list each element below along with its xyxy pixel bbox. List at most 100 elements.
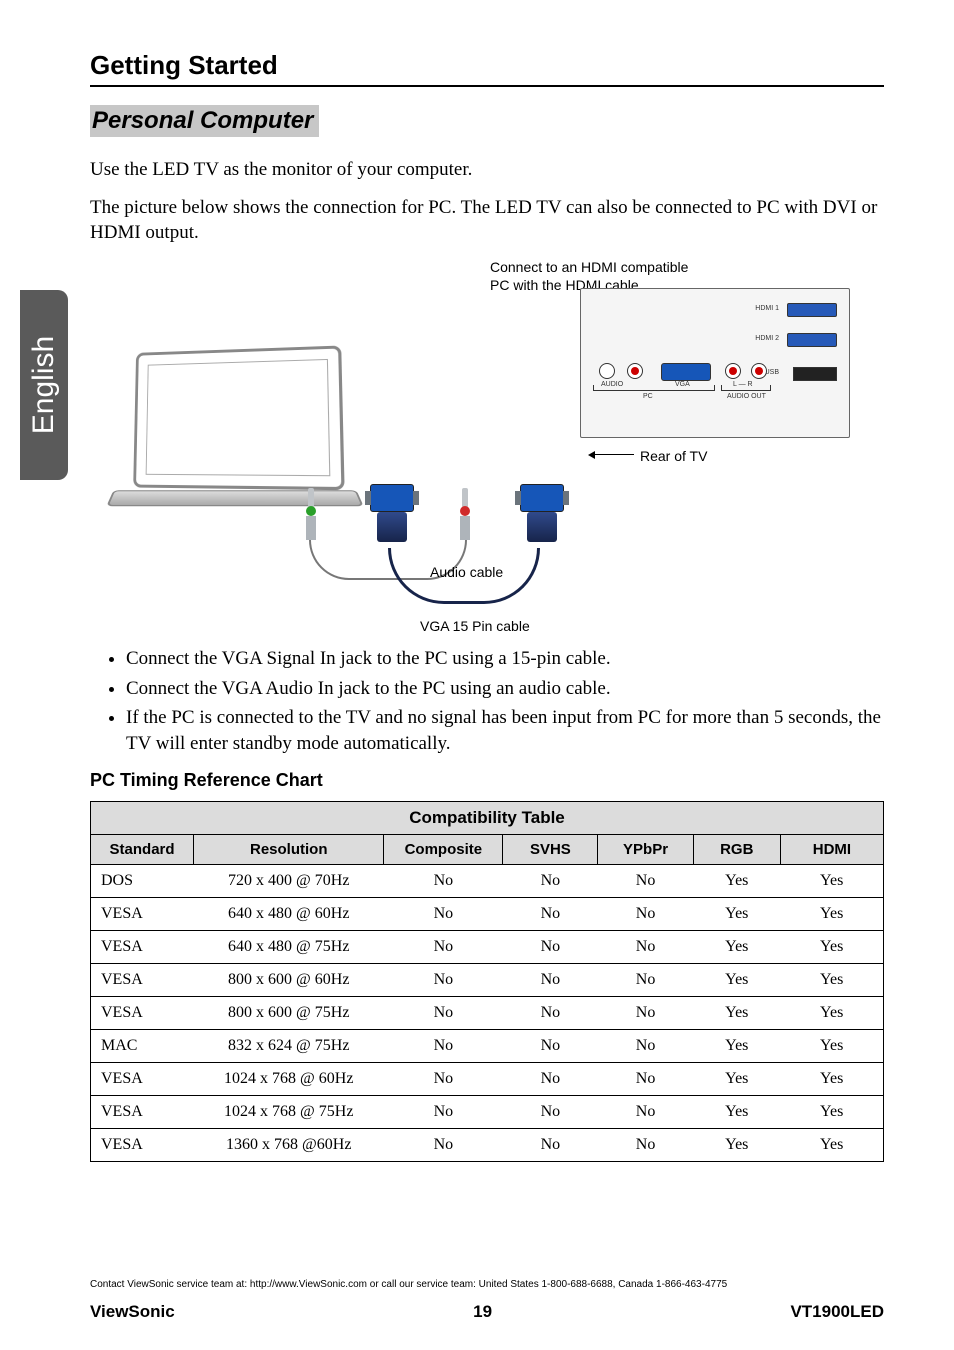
table-cell: No bbox=[384, 997, 503, 1030]
vga-connector-tv-icon bbox=[520, 484, 564, 544]
table-row: MAC832 x 624 @ 75HzNoNoNoYesYes bbox=[91, 1030, 884, 1063]
table-cell: Yes bbox=[780, 1030, 883, 1063]
table-cell: 640 x 480 @ 75Hz bbox=[194, 931, 384, 964]
hdmi1-label: HDMI 1 bbox=[755, 305, 779, 312]
table-cell: Yes bbox=[780, 997, 883, 1030]
table-cell: Yes bbox=[780, 898, 883, 931]
audio-out-r-icon bbox=[751, 363, 767, 379]
timing-chart-heading: PC Timing Reference Chart bbox=[90, 770, 884, 791]
hdmi2-label: HDMI 2 bbox=[755, 335, 779, 342]
intro-paragraph-2: The picture below shows the connection f… bbox=[90, 195, 884, 246]
table-cell: No bbox=[384, 865, 503, 898]
subsection-heading-wrap: Personal Computer bbox=[90, 105, 319, 137]
rear-arrow bbox=[590, 454, 634, 455]
audio-plug-tv-icon bbox=[460, 488, 470, 538]
table-cell: No bbox=[598, 1129, 693, 1162]
table-cell: No bbox=[598, 865, 693, 898]
table-cell: No bbox=[384, 898, 503, 931]
table-cell: Yes bbox=[780, 865, 883, 898]
table-cell: No bbox=[503, 1096, 598, 1129]
hdmi2-port-icon bbox=[787, 333, 837, 347]
table-cell: VESA bbox=[91, 997, 194, 1030]
table-cell: No bbox=[598, 1063, 693, 1096]
table-row: VESA640 x 480 @ 75HzNoNoNoYesYes bbox=[91, 931, 884, 964]
table-header: Resolution bbox=[194, 835, 384, 865]
table-row: VESA800 x 600 @ 60HzNoNoNoYesYes bbox=[91, 964, 884, 997]
table-cell: No bbox=[598, 898, 693, 931]
table-cell: No bbox=[598, 1030, 693, 1063]
audioout-bracket bbox=[721, 385, 771, 391]
table-cell: 1360 x 768 @60Hz bbox=[194, 1129, 384, 1162]
table-cell: Yes bbox=[693, 865, 780, 898]
table-cell: 800 x 600 @ 75Hz bbox=[194, 997, 384, 1030]
table-cell: Yes bbox=[780, 964, 883, 997]
table-row: VESA800 x 600 @ 75HzNoNoNoYesYes bbox=[91, 997, 884, 1030]
table-cell: Yes bbox=[780, 1063, 883, 1096]
table-row: VESA1024 x 768 @ 75HzNoNoNoYesYes bbox=[91, 1096, 884, 1129]
table-cell: VESA bbox=[91, 964, 194, 997]
table-header: HDMI bbox=[780, 835, 883, 865]
table-cell: Yes bbox=[693, 1096, 780, 1129]
table-header: SVHS bbox=[503, 835, 598, 865]
audio-cable-label: Audio cable bbox=[430, 564, 503, 580]
table-cell: MAC bbox=[91, 1030, 194, 1063]
table-cell: Yes bbox=[693, 931, 780, 964]
table-cell: Yes bbox=[780, 931, 883, 964]
list-item: Connect the VGA Signal In jack to the PC… bbox=[126, 646, 884, 672]
vga-port-icon bbox=[661, 363, 711, 381]
list-item: Connect the VGA Audio In jack to the PC … bbox=[126, 676, 884, 702]
table-header: RGB bbox=[693, 835, 780, 865]
audio-plug-pc-icon bbox=[306, 488, 316, 538]
table-cell: No bbox=[384, 1063, 503, 1096]
usb-port-icon bbox=[793, 367, 837, 381]
table-cell: No bbox=[503, 997, 598, 1030]
pc-bracket bbox=[593, 385, 715, 391]
table-cell: No bbox=[384, 1096, 503, 1129]
table-cell: No bbox=[598, 997, 693, 1030]
table-cell: No bbox=[503, 964, 598, 997]
list-item: If the PC is connected to the TV and no … bbox=[126, 705, 884, 756]
vga-connector-pc-icon bbox=[370, 484, 414, 544]
table-row: VESA1024 x 768 @ 60HzNoNoNoYesYes bbox=[91, 1063, 884, 1096]
compatibility-table: Compatibility Table StandardResolutionCo… bbox=[90, 801, 884, 1162]
laptop-icon bbox=[130, 348, 360, 512]
table-cell: 640 x 480 @ 60Hz bbox=[194, 898, 384, 931]
table-caption: Compatibility Table bbox=[90, 801, 884, 834]
footer-brand: ViewSonic bbox=[90, 1302, 175, 1322]
instruction-list: Connect the VGA Signal In jack to the PC… bbox=[108, 646, 884, 757]
table-cell: No bbox=[384, 964, 503, 997]
table-cell: No bbox=[598, 1096, 693, 1129]
table-header: YPbPr bbox=[598, 835, 693, 865]
table-cell: No bbox=[384, 931, 503, 964]
audio-out-l-icon bbox=[725, 363, 741, 379]
table-row: DOS720 x 400 @ 70HzNoNoNoYesYes bbox=[91, 865, 884, 898]
connection-diagram: Connect to an HDMI compatible PC with th… bbox=[100, 258, 860, 638]
table-cell: 720 x 400 @ 70Hz bbox=[194, 865, 384, 898]
hdmi1-port-icon bbox=[787, 303, 837, 317]
table-cell: No bbox=[384, 1030, 503, 1063]
tv-rear-panel: HDMI 1 HDMI 2 USB AUDIO VGA PC L — R AUD… bbox=[580, 288, 850, 438]
table-cell: No bbox=[503, 1129, 598, 1162]
table-cell: VESA bbox=[91, 1063, 194, 1096]
table-cell: 1024 x 768 @ 75Hz bbox=[194, 1096, 384, 1129]
table-header: Composite bbox=[384, 835, 503, 865]
subsection-heading: Personal Computer bbox=[92, 107, 313, 135]
table-cell: No bbox=[384, 1129, 503, 1162]
rear-label: Rear of TV bbox=[640, 448, 707, 464]
table-cell: Yes bbox=[693, 1129, 780, 1162]
table-cell: Yes bbox=[693, 1063, 780, 1096]
pc-label: PC bbox=[643, 393, 653, 400]
intro-paragraph-1: Use the LED TV as the monitor of your co… bbox=[90, 157, 884, 183]
table-row: VESA640 x 480 @ 60HzNoNoNoYesYes bbox=[91, 898, 884, 931]
table-cell: Yes bbox=[693, 1030, 780, 1063]
fine-print: Contact ViewSonic service team at: http:… bbox=[90, 1279, 884, 1290]
table-cell: VESA bbox=[91, 1129, 194, 1162]
table-cell: No bbox=[503, 931, 598, 964]
table-cell: No bbox=[503, 1063, 598, 1096]
table-cell: No bbox=[503, 898, 598, 931]
table-cell: No bbox=[598, 931, 693, 964]
table-cell: Yes bbox=[693, 898, 780, 931]
audioout-label: AUDIO OUT bbox=[727, 393, 766, 400]
table-cell: VESA bbox=[91, 931, 194, 964]
page-footer: ViewSonic 19 VT1900LED bbox=[90, 1302, 884, 1322]
